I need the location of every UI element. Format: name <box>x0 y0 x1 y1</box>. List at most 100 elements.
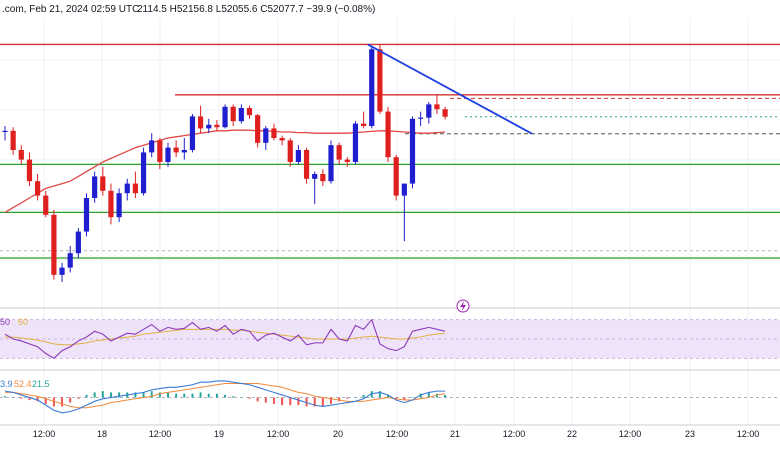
candle-body <box>100 176 106 191</box>
candle-body <box>124 183 130 194</box>
macd-hist-bar <box>362 394 365 398</box>
macd-hist-bar <box>109 392 112 398</box>
candle-body <box>230 106 236 122</box>
macd-hist-bar <box>378 391 381 398</box>
candle-body <box>385 111 391 158</box>
candle-body <box>271 128 277 138</box>
macd-hist-bar <box>281 397 284 406</box>
macd-hist-bar <box>387 394 390 398</box>
candle-body <box>418 117 424 119</box>
horizontal-levels <box>0 43 780 259</box>
candle-body <box>59 267 65 275</box>
candle-body <box>255 115 261 143</box>
candle-body <box>83 198 90 232</box>
candle-body <box>189 116 196 150</box>
macd-hist-bar <box>191 393 194 398</box>
macd-hist-bar <box>175 393 178 398</box>
lightning-icon[interactable] <box>456 299 470 313</box>
macd-label-a: 3.9 <box>0 379 13 389</box>
rsi-ma-line <box>5 328 446 346</box>
macd-hist-bar <box>395 397 398 399</box>
candle-body <box>393 157 399 196</box>
candle-body <box>434 104 440 110</box>
candle-body <box>132 183 138 194</box>
macd-hist-bar <box>4 396 6 398</box>
header-prefix: .com, Feb 21, 2024 02:59 UTC <box>2 4 139 15</box>
candle-body <box>328 145 334 182</box>
x-tick-label: 12:00 <box>149 429 172 439</box>
candle-body <box>157 140 163 162</box>
x-tick-label: 18 <box>97 429 107 439</box>
candle-body <box>377 49 383 112</box>
macd-hist-bar <box>36 397 39 402</box>
candle-body <box>303 150 310 179</box>
candle-body <box>10 130 16 150</box>
macd-hist-bar <box>346 397 349 399</box>
macd-hist-bar <box>69 397 72 403</box>
macd-hist-bar <box>20 397 23 399</box>
macd-hist-bar <box>444 394 447 398</box>
macd-hist-bar <box>12 397 15 398</box>
macd-hist-bar <box>297 397 300 406</box>
macd-hist-bar <box>272 397 275 404</box>
macd-label-b: 52.4 <box>14 379 32 389</box>
candle-body <box>75 231 81 254</box>
macd-hist-bar <box>248 397 251 399</box>
candle-body <box>246 108 253 116</box>
macd-hist-bar <box>28 397 31 401</box>
macd-hist-bar <box>427 392 430 398</box>
rsi-label-b: 60 <box>18 317 28 327</box>
x-tick-label: 12:00 <box>386 429 409 439</box>
macd-hist-bar <box>61 397 64 407</box>
macd-hist-bar <box>435 393 438 398</box>
x-tick-label: 20 <box>333 429 343 439</box>
candle-body <box>67 253 73 268</box>
macd-hist-bar <box>224 394 227 398</box>
candle-body <box>361 123 367 126</box>
candle-body <box>279 138 285 141</box>
grid <box>0 18 780 425</box>
candle-body <box>173 147 179 153</box>
candle-body <box>140 152 147 194</box>
macd-hist-bar <box>240 397 243 398</box>
x-tick-label: 12:00 <box>503 429 526 439</box>
candle-body <box>369 49 375 127</box>
candle-body <box>295 150 301 162</box>
macd-panel <box>0 380 780 414</box>
rsi-line <box>4 318 446 360</box>
x-tick-label: 22 <box>567 429 577 439</box>
macd-hist-bar <box>134 392 137 398</box>
candle-body <box>92 176 98 198</box>
candle-body <box>26 159 33 182</box>
x-tick-label: 12:00 <box>267 429 290 439</box>
candle-body <box>214 124 220 128</box>
candle-body <box>238 108 244 122</box>
trend-line-segment <box>367 43 533 135</box>
macd-hist-bar <box>101 391 104 398</box>
candle-body <box>35 181 41 196</box>
macd-line <box>4 380 446 414</box>
x-tick-label: 12:00 <box>737 429 760 439</box>
candle-body <box>198 116 204 129</box>
candle-body <box>401 183 407 196</box>
candle-body <box>287 140 293 162</box>
trend-line <box>367 43 533 135</box>
macd-hist-bar <box>183 393 186 398</box>
macd-hist-bar <box>167 392 169 398</box>
candle-body <box>165 147 171 162</box>
x-tick-label: 21 <box>450 429 460 439</box>
ma-line <box>4 129 446 213</box>
rsi-panel <box>0 318 780 360</box>
candle-body <box>222 106 228 128</box>
macd-hist-bar <box>305 397 308 407</box>
macd-hist-bar <box>256 397 259 402</box>
candle-body <box>320 174 326 182</box>
rsi-label-a: 50 <box>0 317 10 327</box>
macd-hist-bar <box>118 392 121 398</box>
candle-body <box>409 118 416 184</box>
macd-hist-bar <box>264 397 267 403</box>
candle-body <box>263 128 269 143</box>
moving-average <box>4 129 446 213</box>
x-tick-label: 12:00 <box>619 429 642 439</box>
